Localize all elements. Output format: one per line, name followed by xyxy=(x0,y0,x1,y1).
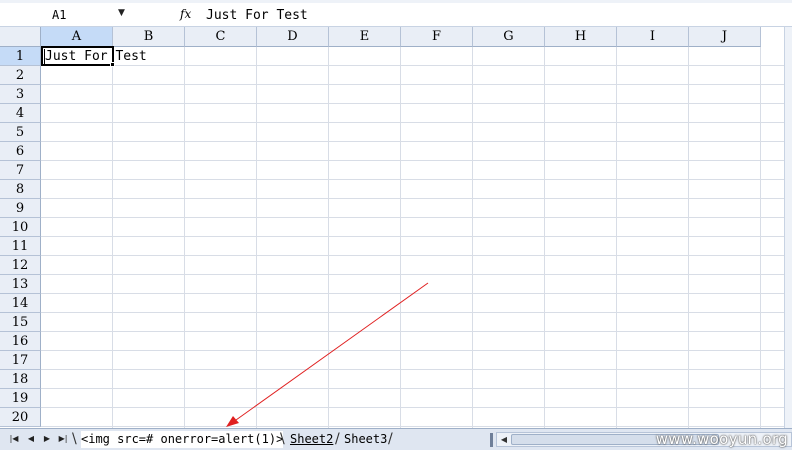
function-icon[interactable]: fx xyxy=(180,7,192,21)
tab-separator: / xyxy=(388,431,393,447)
tab-separator: / xyxy=(335,431,340,447)
column-header-a[interactable]: A xyxy=(41,27,113,47)
tab-separator: \ xyxy=(72,431,77,447)
row-header-1[interactable]: 1 xyxy=(0,47,41,66)
row-header-3[interactable]: 3 xyxy=(0,85,41,104)
first-sheet-icon[interactable]: |◀ xyxy=(9,434,19,443)
tab-split-handle[interactable] xyxy=(490,433,493,447)
column-header-f[interactable]: F xyxy=(401,27,473,47)
row-header-17[interactable]: 17 xyxy=(0,351,41,370)
prev-sheet-icon[interactable]: ◀ xyxy=(27,434,35,443)
row-header-7[interactable]: 7 xyxy=(0,161,41,180)
row-header-10[interactable]: 10 xyxy=(0,218,41,237)
row-header-18[interactable]: 18 xyxy=(0,370,41,389)
tab-separator: \ xyxy=(280,431,285,447)
fill-handle[interactable] xyxy=(110,62,115,67)
formula-bar: A1 ▼ fx Just For Test xyxy=(0,0,792,27)
column-header-b[interactable]: B xyxy=(113,27,185,47)
vertical-scrollbar[interactable] xyxy=(784,27,792,428)
name-box[interactable]: A1 xyxy=(52,8,67,22)
row-header-8[interactable]: 8 xyxy=(0,180,41,199)
column-header-g[interactable]: G xyxy=(473,27,545,47)
column-header-c[interactable]: C xyxy=(185,27,257,47)
column-header-h[interactable]: H xyxy=(545,27,617,47)
scroll-thumb[interactable] xyxy=(511,434,719,445)
column-header-d[interactable]: D xyxy=(257,27,329,47)
scroll-left-icon[interactable]: ◀ xyxy=(500,435,508,444)
select-all-corner[interactable] xyxy=(0,27,41,47)
horizontal-scrollbar[interactable]: ◀ xyxy=(496,432,792,447)
row-header-2[interactable]: 2 xyxy=(0,66,41,85)
sheet-tab-3[interactable]: Sheet3 xyxy=(344,432,388,446)
row-header-20[interactable]: 20 xyxy=(0,408,41,427)
text-cursor xyxy=(44,49,45,64)
cell-a1-text: Just For Test xyxy=(45,49,147,64)
row-header-4[interactable]: 4 xyxy=(0,104,41,123)
sheet-tab-bar: |◀ ◀ ▶ ▶| \ <img src=# onerror=alert(1)>… xyxy=(0,428,792,450)
row-header-11[interactable]: 11 xyxy=(0,237,41,256)
row-header-14[interactable]: 14 xyxy=(0,294,41,313)
toolbar-strip xyxy=(0,0,792,3)
row-header-12[interactable]: 12 xyxy=(0,256,41,275)
row-header-13[interactable]: 13 xyxy=(0,275,41,294)
active-cell-a1[interactable] xyxy=(41,46,114,66)
row-header-5[interactable]: 5 xyxy=(0,123,41,142)
sheet-tab-2[interactable]: Sheet2 xyxy=(290,432,334,446)
row-header-16[interactable]: 16 xyxy=(0,332,41,351)
sheet-tab-1[interactable]: <img src=# onerror=alert(1)> xyxy=(81,431,284,448)
row-header-6[interactable]: 6 xyxy=(0,142,41,161)
column-header-i[interactable]: I xyxy=(617,27,689,47)
watermark: www.wooyun.org xyxy=(655,430,788,448)
formula-input[interactable]: Just For Test xyxy=(206,8,308,23)
row-header-15[interactable]: 15 xyxy=(0,313,41,332)
row-header-9[interactable]: 9 xyxy=(0,199,41,218)
chevron-down-icon[interactable]: ▼ xyxy=(118,8,125,18)
column-header-e[interactable]: E xyxy=(329,27,401,47)
last-sheet-icon[interactable]: ▶| xyxy=(58,434,68,443)
next-sheet-icon[interactable]: ▶ xyxy=(43,434,51,443)
row-header-19[interactable]: 19 xyxy=(0,389,41,408)
cell-area[interactable] xyxy=(41,47,792,428)
column-header-j[interactable]: J xyxy=(689,27,761,47)
